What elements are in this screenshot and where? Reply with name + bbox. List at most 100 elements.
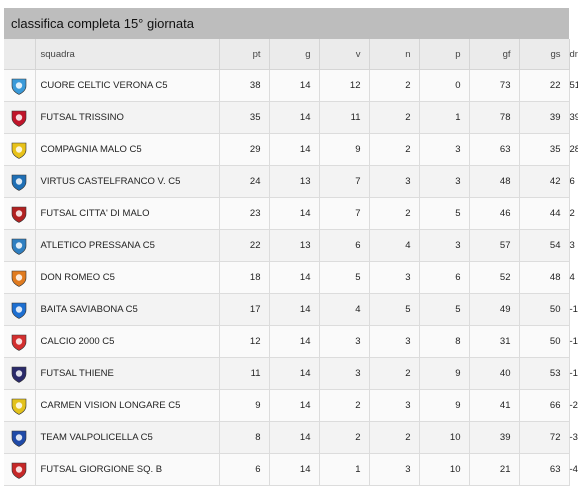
stat-gs: 72: [519, 421, 570, 454]
team-logo-cell: [4, 453, 36, 486]
team-logo-cell: [4, 165, 36, 198]
stat-pt: 35: [219, 101, 270, 134]
table-row[interactable]: FUTSAL CITTA' DI MALO 23 14 7 2 5 46 44 2: [4, 197, 575, 230]
stat-p: 10: [419, 453, 470, 486]
team-logo-cell: [4, 293, 36, 326]
header-logo: [4, 39, 36, 70]
team-name[interactable]: DON ROMEO C5: [35, 261, 220, 294]
table-row[interactable]: CUORE CELTIC VERONA C5 38 14 12 2 0 73 22 51: [4, 69, 578, 102]
futsal-thiene-logo: [11, 366, 27, 383]
stat-n: 2: [369, 357, 420, 390]
table-row[interactable]: FUTSAL TRISSINO 35 14 11 2 1 78 39 39: [4, 101, 578, 134]
header-g: g: [269, 39, 320, 70]
virtus-castelfranco-logo: [11, 174, 27, 191]
stat-n: 2: [369, 69, 420, 102]
stat-g: 13: [269, 165, 320, 198]
stat-gs: 54: [519, 229, 570, 262]
team-name[interactable]: FUTSAL TRISSINO: [35, 101, 220, 134]
stat-n: 3: [369, 325, 420, 358]
stat-pt: 11: [219, 357, 270, 390]
stat-p: 3: [419, 229, 470, 262]
team-name[interactable]: FUTSAL THIENE: [35, 357, 220, 390]
stat-gf: 41: [469, 389, 520, 422]
standings-widget: classifica completa 15° giornata squadra…: [4, 8, 578, 486]
futsal-trissino-logo: [11, 110, 27, 127]
stat-gs: 35: [519, 133, 570, 166]
stat-gf: 31: [469, 325, 520, 358]
stat-g: 13: [269, 229, 320, 262]
stat-v: 4: [319, 293, 370, 326]
stat-gf: 78: [469, 101, 520, 134]
stat-g: 14: [269, 101, 320, 134]
stat-n: 3: [369, 453, 420, 486]
stat-gf: 52: [469, 261, 520, 294]
team-logo-cell: [4, 69, 36, 102]
stat-gf: 63: [469, 133, 520, 166]
team-name[interactable]: FUTSAL GIORGIONE Sq. B: [35, 453, 220, 486]
stat-gs: 53: [519, 357, 570, 390]
team-logo-cell: [4, 101, 36, 134]
team-name[interactable]: COMPAGNIA MALO C5: [35, 133, 220, 166]
stat-n: 3: [369, 165, 420, 198]
table-row[interactable]: COMPAGNIA MALO C5 29 14 9 2 3 63 35 28: [4, 133, 578, 166]
stat-g: 14: [269, 389, 320, 422]
header-p: p: [419, 39, 470, 70]
header-gs: gs: [519, 39, 570, 70]
stat-gf: 49: [469, 293, 520, 326]
stat-v: 9: [319, 133, 370, 166]
stat-pt: 9: [219, 389, 270, 422]
atletico-pressana-logo: [11, 238, 27, 255]
team-name[interactable]: VIRTUS CASTELFRANCO V. C5: [35, 165, 220, 198]
stat-n: 4: [369, 229, 420, 262]
standings-table: squadra pt g v n p gf gs dr CUORE CELTIC…: [4, 39, 578, 486]
stat-n: 2: [369, 421, 420, 454]
stat-gf: 73: [469, 69, 520, 102]
stat-p: 6: [419, 261, 470, 294]
team-name[interactable]: FUTSAL CITTA' DI MALO: [35, 197, 220, 230]
team-name[interactable]: ATLETICO PRESSANA C5: [35, 229, 220, 262]
stat-pt: 29: [219, 133, 270, 166]
table-row[interactable]: DON ROMEO C5 18 14 5 3 6 52 48 4: [4, 261, 575, 294]
team-name[interactable]: CUORE CELTIC VERONA C5: [35, 69, 220, 102]
stat-g: 14: [269, 133, 320, 166]
team-valpolicella-logo: [11, 430, 27, 447]
stat-v: 5: [319, 261, 370, 294]
team-logo-cell: [4, 325, 36, 358]
stat-gf: 40: [469, 357, 520, 390]
stat-g: 14: [269, 421, 320, 454]
stat-g: 14: [269, 325, 320, 358]
team-name[interactable]: TEAM VALPOLICELLA C5: [35, 421, 220, 454]
stat-pt: 38: [219, 69, 270, 102]
stat-pt: 18: [219, 261, 270, 294]
team-name[interactable]: BAITA SAVIABONA C5: [35, 293, 220, 326]
stat-p: 1: [419, 101, 470, 134]
table-row[interactable]: VIRTUS CASTELFRANCO V. C5 24 13 7 3 3 48 42 6: [4, 165, 575, 198]
team-logo-cell: [4, 389, 36, 422]
stat-v: 7: [319, 197, 370, 230]
stat-p: 3: [419, 165, 470, 198]
team-name[interactable]: CALCIO 2000 C5: [35, 325, 220, 358]
stat-p: 0: [419, 69, 470, 102]
table-row[interactable]: BAITA SAVIABONA C5 17 14 4 5 5 49 50 -1: [4, 293, 578, 326]
stat-gf: 48: [469, 165, 520, 198]
stat-p: 9: [419, 357, 470, 390]
team-name[interactable]: CARMEN VISION LONGARE C5: [35, 389, 220, 422]
stat-gs: 50: [519, 325, 570, 358]
stat-n: 3: [369, 389, 420, 422]
header-gf: gf: [469, 39, 520, 70]
stat-v: 3: [319, 357, 370, 390]
stat-gs: 39: [519, 101, 570, 134]
stat-gs: 50: [519, 293, 570, 326]
stat-pt: 6: [219, 453, 270, 486]
team-logo-cell: [4, 197, 36, 230]
cuore-celtic-logo: [11, 78, 27, 95]
table-row[interactable]: ATLETICO PRESSANA C5 22 13 6 4 3 57 54 3: [4, 229, 575, 262]
stat-n: 2: [369, 133, 420, 166]
stat-gs: 22: [519, 69, 570, 102]
stat-g: 14: [269, 453, 320, 486]
